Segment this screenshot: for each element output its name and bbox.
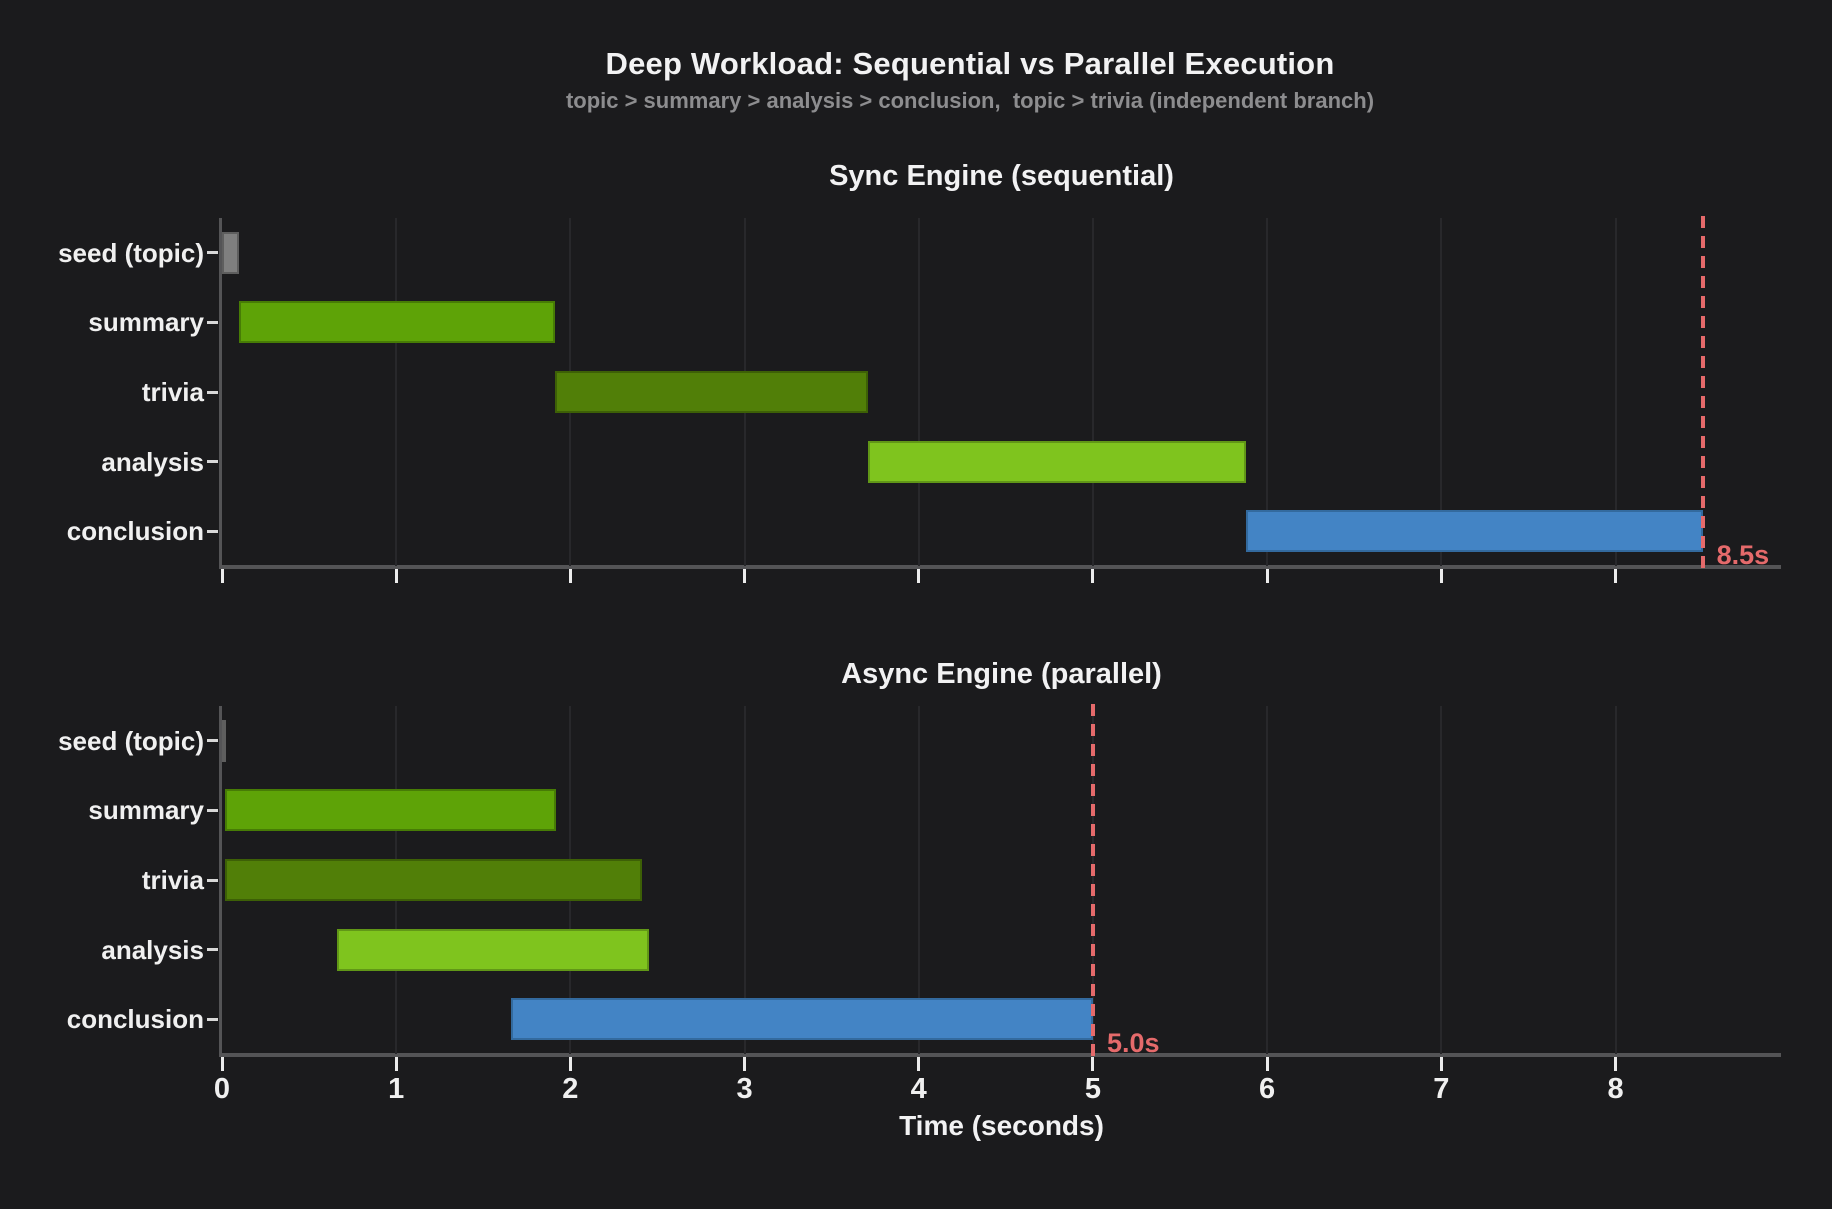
grid-line bbox=[1614, 706, 1617, 1054]
task-bar-conclusion bbox=[511, 998, 1093, 1041]
grid-line bbox=[1091, 218, 1094, 566]
deadline-line bbox=[1700, 216, 1705, 568]
y-tick-label: summary bbox=[88, 795, 204, 826]
grid-line bbox=[1266, 706, 1269, 1054]
y-tick bbox=[207, 460, 218, 464]
task-bar-trivia bbox=[225, 859, 642, 901]
task-bar-seed-topic bbox=[222, 231, 240, 274]
grid-line bbox=[1440, 218, 1443, 566]
x-tick bbox=[917, 1057, 921, 1071]
task-bar-conclusion bbox=[1246, 510, 1703, 553]
x-tick bbox=[917, 569, 921, 583]
x-tick-label: 7 bbox=[1433, 1073, 1450, 1105]
task-bar-seed-topic bbox=[222, 719, 226, 762]
y-tick bbox=[207, 948, 218, 952]
grid-line bbox=[917, 218, 920, 566]
y-tick bbox=[207, 251, 218, 255]
deadline-label: 5.0s bbox=[1106, 1028, 1160, 1058]
y-tick-label: summary bbox=[88, 307, 204, 338]
x-tick-label: 5 bbox=[1084, 1073, 1101, 1105]
grid-line bbox=[1266, 218, 1269, 566]
sync-chart-title: Sync Engine (sequential) bbox=[829, 160, 1174, 192]
x-tick bbox=[743, 1057, 747, 1071]
x-tick bbox=[220, 569, 224, 583]
task-bar-analysis bbox=[336, 928, 649, 971]
x-tick-label: 6 bbox=[1259, 1073, 1276, 1105]
x-tick-label: 1 bbox=[388, 1073, 405, 1105]
x-tick bbox=[1265, 569, 1269, 583]
deadline-line bbox=[1090, 704, 1095, 1056]
task-bar-summary bbox=[239, 301, 555, 344]
x-tick bbox=[220, 1057, 224, 1071]
x-axis-label: Time (seconds) bbox=[899, 1110, 1104, 1141]
x-tick bbox=[394, 569, 398, 583]
x-tick bbox=[1091, 569, 1095, 583]
y-tick bbox=[207, 1017, 218, 1021]
task-bar-analysis bbox=[868, 440, 1247, 483]
task-bar-trivia bbox=[554, 371, 869, 413]
y-tick-label: seed (topic) bbox=[58, 725, 204, 756]
y-tick-label: conclusion bbox=[66, 516, 204, 547]
x-tick bbox=[1439, 569, 1443, 583]
async-chart-axes: 0 1 2 3 4 5 6 7 8 5.0s bbox=[207, 704, 1781, 1105]
y-tick-label: trivia bbox=[141, 377, 204, 407]
x-tick bbox=[1614, 1057, 1618, 1071]
y-tick bbox=[207, 390, 218, 394]
x-tick bbox=[568, 1057, 572, 1071]
y-tick-label: seed (topic) bbox=[58, 237, 204, 268]
y-tick bbox=[207, 320, 218, 324]
x-tick bbox=[743, 569, 747, 583]
x-tick bbox=[568, 569, 572, 583]
async-chart-title: Async Engine (parallel) bbox=[841, 658, 1162, 690]
x-tick bbox=[1091, 1057, 1095, 1071]
y-tick-label: analysis bbox=[101, 446, 204, 477]
y-tick bbox=[207, 878, 218, 882]
grid-line bbox=[743, 706, 746, 1054]
x-tick bbox=[1439, 1057, 1443, 1071]
y-tick bbox=[207, 808, 218, 812]
x-tick bbox=[1614, 569, 1618, 583]
x-tick-label: 3 bbox=[736, 1073, 753, 1105]
y-tick bbox=[207, 529, 218, 533]
y-tick-label: trivia bbox=[141, 865, 204, 895]
y-tick-label: analysis bbox=[101, 934, 204, 965]
deadline-label: 8.5s bbox=[1716, 540, 1770, 570]
x-tick-label: 4 bbox=[910, 1073, 927, 1105]
x-tick bbox=[394, 1057, 398, 1071]
grid-line bbox=[1614, 218, 1617, 566]
grid-line bbox=[395, 218, 398, 566]
x-tick-label: 2 bbox=[562, 1073, 579, 1105]
y-tick-label: conclusion bbox=[66, 1004, 204, 1035]
sync-chart-axes: 8.5s bbox=[207, 216, 1781, 583]
figure-title: Deep Workload: Sequential vs Parallel Ex… bbox=[605, 46, 1335, 81]
grid-line bbox=[917, 706, 920, 1054]
x-tick-label: 0 bbox=[213, 1073, 231, 1105]
x-tick-label: 8 bbox=[1607, 1073, 1624, 1105]
x-tick bbox=[1265, 1057, 1269, 1071]
y-tick bbox=[207, 739, 218, 743]
grid-line bbox=[1440, 706, 1443, 1054]
figure-subtitle: topic > summary > analysis > conclusion,… bbox=[565, 88, 1375, 113]
task-bar-summary bbox=[225, 789, 557, 832]
